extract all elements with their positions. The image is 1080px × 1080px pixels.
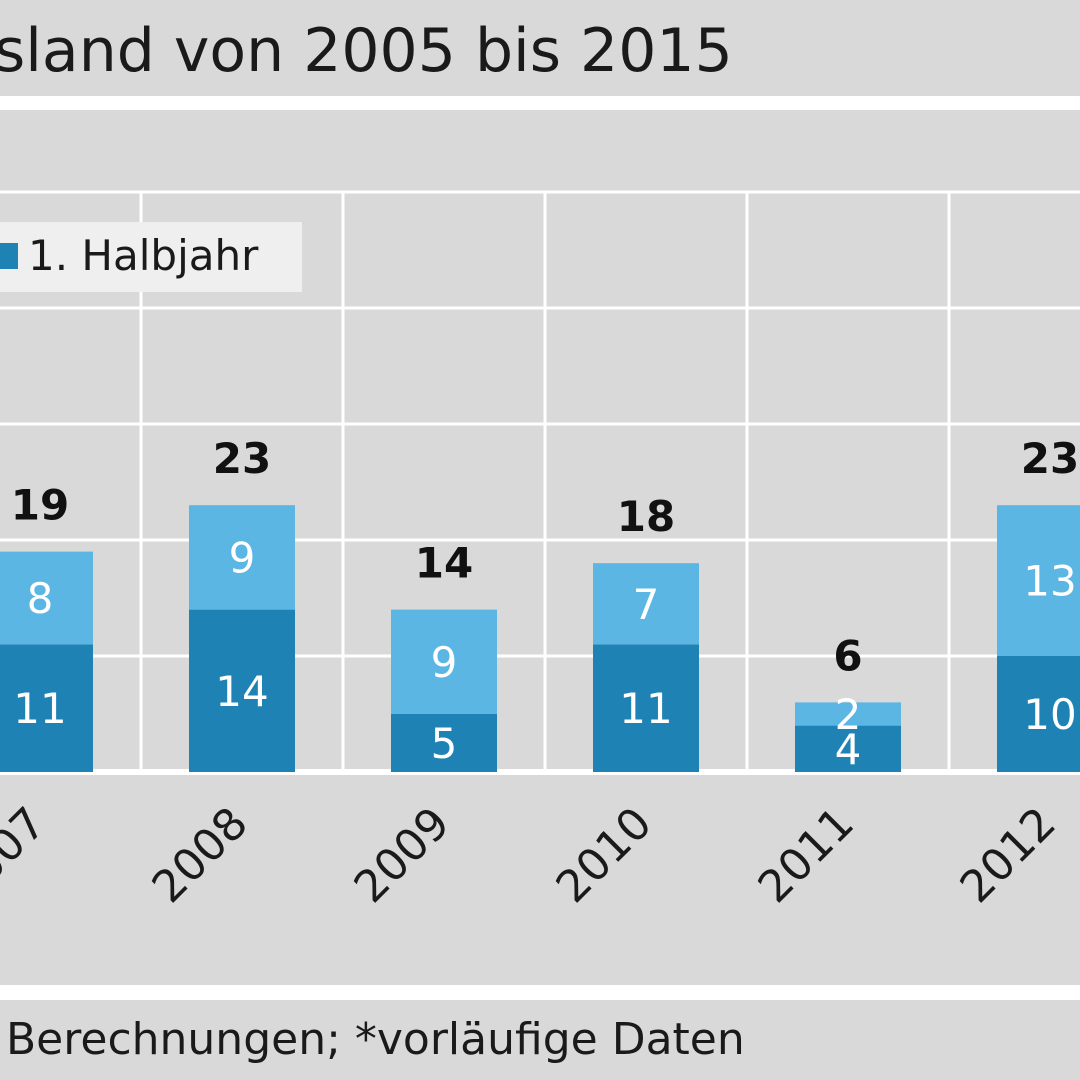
data-label-total: 23 [213, 434, 271, 483]
legend-label-first-half: 1. Halbjahr [28, 231, 259, 280]
data-label-second-half: 2 [835, 690, 862, 739]
bar-segment-second-half [997, 505, 1080, 656]
bar-segment-second-half [189, 505, 295, 610]
data-label-total: 14 [415, 539, 473, 588]
footer-bar: Berechnungen; *vorläufige Daten [0, 1000, 1080, 1080]
data-label-first-half: 11 [619, 684, 672, 733]
data-label-first-half: 4 [835, 725, 862, 774]
data-label-second-half: 13 [1023, 557, 1076, 606]
data-label-first-half: 11 [13, 684, 66, 733]
data-label-second-half: 9 [431, 638, 458, 687]
legend: 1. Halbjahr [0, 222, 302, 292]
bar-segment-first-half [391, 714, 497, 772]
legend-swatch-first-half [0, 243, 18, 269]
bar-segment-first-half [795, 725, 901, 772]
bar-segment-first-half [189, 609, 295, 772]
bar-segment-second-half [0, 551, 93, 645]
bar-segment-first-half [593, 644, 699, 772]
data-label-total: 19 [11, 481, 69, 530]
data-label-total: 23 [1021, 434, 1079, 483]
chart-title-bar: sland von 2005 bis 2015 [0, 0, 1080, 96]
data-label-second-half: 9 [229, 533, 256, 582]
bar-segment-second-half [593, 563, 699, 645]
bar-segment-first-half [0, 644, 93, 772]
data-label-first-half: 10 [1023, 690, 1076, 739]
data-label-second-half: 7 [633, 580, 660, 629]
bars: 11 8 19 14 9 23 5 9 14 11 7 18 42 6 10 13 23 [0, 434, 1080, 774]
data-label-total: 18 [617, 492, 675, 541]
chart-title: sland von 2005 bis 2015 [0, 16, 733, 86]
data-label-first-half: 5 [431, 719, 458, 768]
data-label-second-half: 8 [27, 574, 54, 623]
source-note: Berechnungen; *vorläufige Daten [6, 1014, 745, 1065]
data-label-total: 6 [833, 631, 862, 680]
legend-box [0, 222, 302, 292]
data-label-first-half: 14 [215, 667, 268, 716]
bar-segment-second-half [391, 609, 497, 714]
bar-segment-first-half [997, 656, 1080, 772]
bar-segment-second-half [795, 702, 901, 726]
